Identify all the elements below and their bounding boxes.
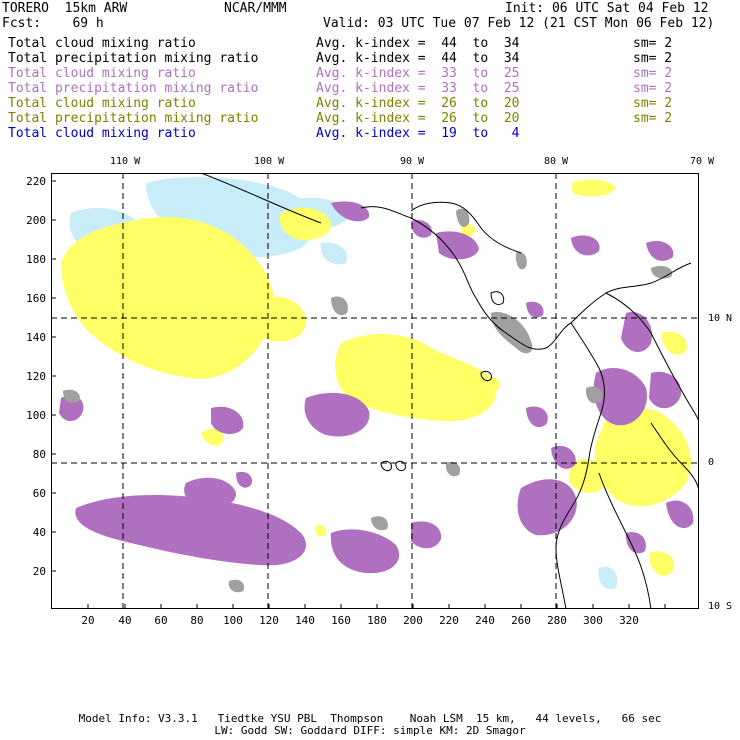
model-title: TORERO 15km ARW — [2, 1, 128, 16]
forecast-hour: Fcst: 69 h — [2, 16, 104, 31]
legend-field: Total cloud mixing ratio — [8, 66, 196, 81]
yellow-cloud-field — [61, 179, 691, 576]
y-tick-label: 180 — [26, 253, 46, 266]
x-tick-label: 200 — [403, 614, 423, 627]
legend-index: Avg. k-index = 44 to 34 — [316, 51, 520, 66]
legend-index: Avg. k-index = 19 to 4 — [316, 126, 520, 141]
x-tick-label: 60 — [154, 614, 168, 627]
y-tick-label: 220 — [26, 175, 46, 188]
legend-sm: sm= 2 — [633, 51, 673, 66]
x-tick-label: 160 — [331, 614, 351, 627]
y-tick-label: 120 — [26, 370, 46, 383]
coastline — [200, 173, 699, 609]
y-tick-label: 40 — [32, 526, 46, 539]
lat-label-10n: 10 N — [708, 313, 733, 324]
lon-label-100w: 100 W — [254, 156, 285, 167]
graticule — [51, 173, 699, 609]
map-frame — [51, 173, 699, 609]
x-tick-label: 100 — [223, 614, 243, 627]
legend-sm: sm= 2 — [633, 66, 673, 81]
x-tick-label: 40 — [118, 614, 132, 627]
legend-index: Avg. k-index = 33 to 25 — [316, 81, 520, 96]
x-tick-label: 180 — [367, 614, 387, 627]
legend-sm: sm= 2 — [633, 111, 673, 126]
x-tick-label: 20 — [81, 614, 95, 627]
y-tick-label: 160 — [26, 292, 46, 305]
frame-ticks — [51, 180, 666, 609]
legend-field: Total cloud mixing ratio — [8, 126, 196, 141]
lon-label-110w: 110 W — [110, 156, 141, 167]
legend-index: Avg. k-index = 44 to 34 — [316, 36, 520, 51]
legend-field: Total precipitation mixing ratio — [8, 81, 259, 96]
x-tick-label: 280 — [547, 614, 567, 627]
forecast-map — [51, 173, 699, 609]
legend-index: Avg. k-index = 26 to 20 — [316, 111, 520, 126]
x-tick-label: 220 — [439, 614, 459, 627]
legend-field: Total precipitation mixing ratio — [8, 51, 259, 66]
x-tick-label: 260 — [511, 614, 531, 627]
x-tick-label: 120 — [259, 614, 279, 627]
x-tick-label: 320 — [619, 614, 639, 627]
lon-label-80w: 80 W — [544, 156, 569, 167]
purple-cloud-field — [59, 201, 694, 574]
legend-sm: sm= 2 — [633, 36, 673, 51]
y-tick-label: 100 — [26, 409, 46, 422]
physics-info: LW: Godd SW: Goddard DIFF: simple KM: 2D… — [214, 724, 526, 737]
x-tick-label: 300 — [583, 614, 603, 627]
lon-label-70w: 70 W — [690, 156, 715, 167]
gray-cloud-field — [63, 208, 673, 593]
legend-sm: sm= 2 — [633, 96, 673, 111]
y-tick-label: 200 — [26, 214, 46, 227]
legend-sm: sm= 2 — [633, 81, 673, 96]
legend-index: Avg. k-index = 26 to 20 — [316, 96, 520, 111]
x-tick-label: 140 — [295, 614, 315, 627]
y-tick-label: 20 — [32, 565, 46, 578]
legend-field: Total precipitation mixing ratio — [8, 111, 259, 126]
lat-label-10s: 10 S — [708, 601, 733, 612]
model-info: Model Info: V3.3.1 Tiedtke YSU PBL Thomp… — [78, 712, 662, 725]
x-tick-label: 80 — [190, 614, 204, 627]
legend-field: Total cloud mixing ratio — [8, 36, 196, 51]
lat-label-0: 0 — [708, 457, 715, 468]
valid-time: Valid: 03 UTC Tue 07 Feb 12 (21 CST Mon … — [323, 16, 715, 31]
lon-label-90w: 90 W — [400, 156, 425, 167]
y-tick-label: 140 — [26, 331, 46, 344]
x-tick-label: 240 — [475, 614, 495, 627]
legend-field: Total cloud mixing ratio — [8, 96, 196, 111]
init-time: Init: 06 UTC Sat 04 Feb 12 — [505, 1, 709, 16]
y-tick-label: 60 — [32, 487, 46, 500]
y-tick-label: 80 — [32, 448, 46, 461]
organization-label: NCAR/MMM — [224, 1, 287, 16]
legend-index: Avg. k-index = 33 to 25 — [316, 66, 520, 81]
